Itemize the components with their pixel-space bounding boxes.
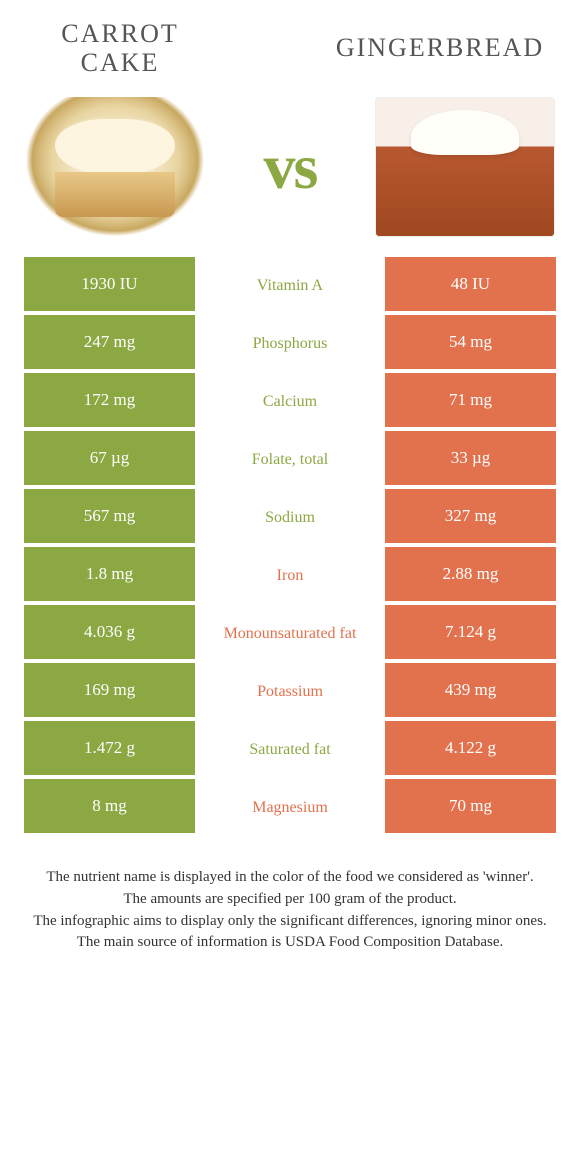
right-food-image xyxy=(375,97,555,237)
right-value: 33 µg xyxy=(385,431,556,489)
table-row: 567 mgSodium327 mg xyxy=(24,489,556,547)
nutrient-table: 1930 IUVitamin A48 IU247 mgPhosphorus54 … xyxy=(24,257,556,837)
table-row: 247 mgPhosphorus54 mg xyxy=(24,315,556,373)
right-value: 70 mg xyxy=(385,779,556,837)
left-value: 4.036 g xyxy=(24,605,195,663)
table-row: 4.036 gMonounsaturated fat7.124 g xyxy=(24,605,556,663)
nutrient-name: Magnesium xyxy=(195,779,385,837)
nutrient-name: Potassium xyxy=(195,663,385,721)
nutrient-name: Phosphorus xyxy=(195,315,385,373)
footer-line: The infographic aims to display only the… xyxy=(20,911,560,933)
left-food-image xyxy=(25,97,205,237)
left-value: 169 mg xyxy=(24,663,195,721)
right-value: 48 IU xyxy=(385,257,556,315)
left-value: 567 mg xyxy=(24,489,195,547)
table-row: 172 mgCalcium71 mg xyxy=(24,373,556,431)
nutrient-name: Monounsaturated fat xyxy=(195,605,385,663)
left-value: 8 mg xyxy=(24,779,195,837)
footer-notes: The nutrient name is displayed in the co… xyxy=(0,837,580,994)
nutrient-name: Sodium xyxy=(195,489,385,547)
left-value: 1.8 mg xyxy=(24,547,195,605)
left-value: 67 µg xyxy=(24,431,195,489)
footer-line: The nutrient name is displayed in the co… xyxy=(20,867,560,889)
table-row: 67 µgFolate, total33 µg xyxy=(24,431,556,489)
nutrient-name: Saturated fat xyxy=(195,721,385,779)
table-row: 1.8 mgIron2.88 mg xyxy=(24,547,556,605)
right-value: 327 mg xyxy=(385,489,556,547)
table-row: 169 mgPotassium439 mg xyxy=(24,663,556,721)
right-value: 4.122 g xyxy=(385,721,556,779)
right-value: 54 mg xyxy=(385,315,556,373)
table-row: 1.472 gSaturated fat4.122 g xyxy=(24,721,556,779)
right-value: 7.124 g xyxy=(385,605,556,663)
table-row: 1930 IUVitamin A48 IU xyxy=(24,257,556,315)
vs-badge: vs xyxy=(264,130,317,204)
nutrient-name: Iron xyxy=(195,547,385,605)
footer-line: The main source of information is USDA F… xyxy=(20,932,560,954)
right-value: 2.88 mg xyxy=(385,547,556,605)
left-value: 1.472 g xyxy=(24,721,195,779)
table-row: 8 mgMagnesium70 mg xyxy=(24,779,556,837)
right-food-title: Gingerbread xyxy=(330,34,550,63)
nutrient-name: Folate, total xyxy=(195,431,385,489)
right-value: 71 mg xyxy=(385,373,556,431)
nutrient-name: Calcium xyxy=(195,373,385,431)
left-value: 172 mg xyxy=(24,373,195,431)
footer-line: The amounts are specified per 100 gram o… xyxy=(20,889,560,911)
nutrient-name: Vitamin A xyxy=(195,257,385,315)
left-food-title: Carrot cake xyxy=(30,20,210,77)
right-value: 439 mg xyxy=(385,663,556,721)
left-value: 247 mg xyxy=(24,315,195,373)
left-value: 1930 IU xyxy=(24,257,195,315)
